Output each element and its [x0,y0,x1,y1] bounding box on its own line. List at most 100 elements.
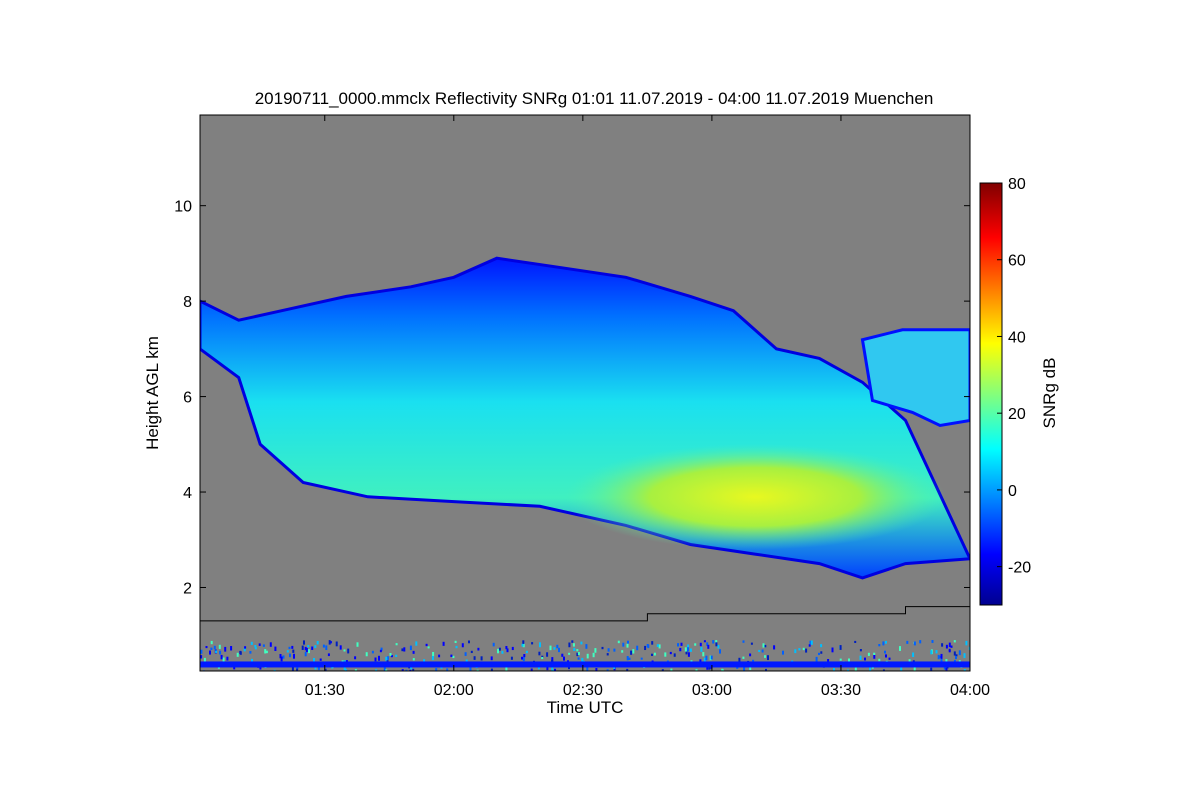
clutter-pixel [677,643,680,646]
clutter-pixel [539,642,541,648]
clutter-pixel [878,644,881,647]
clutter-pixel [480,656,483,661]
clutter-pixel [607,648,610,652]
clutter-pixel [680,642,683,646]
clutter-pixel [721,669,724,671]
clutter-pixel [940,658,943,662]
clutter-pixel [802,647,805,651]
clutter-pixel [694,643,697,646]
clutter-pixel [621,650,624,653]
clutter-pixel [935,650,938,654]
clutter-pixel [511,646,514,651]
clutter-pixel [395,654,398,657]
clutter-pixel [305,648,308,653]
clutter-pixel [888,657,891,660]
clutter-pixel [869,667,872,671]
clutter-pixel [885,654,887,658]
clutter-pixel [423,659,426,663]
clutter-pixel [749,653,752,657]
clutter-pixel [265,650,268,654]
clutter-pixel [912,652,915,657]
clutter-pixel [715,640,718,643]
clutter-pixel [878,658,881,662]
clutter-pixel [820,644,823,648]
clutter-pixel [930,650,933,655]
clutter-pixel [262,644,265,647]
cloud-core [564,443,946,550]
clutter-pixel [403,647,406,652]
clutter-pixel [203,657,206,663]
clutter-pixel [303,640,305,645]
clutter-pixel [551,667,554,671]
clutter-pixel [930,667,933,671]
clutter-pixel [679,647,682,652]
x-tick-label: 02:00 [434,682,474,699]
clutter-pixel [209,650,211,655]
clutter-pixel [953,651,956,656]
clutter-pixel [950,645,953,648]
clutter-pixel [279,654,282,659]
clutter-pixel [409,669,412,671]
clutter-pixel [859,655,862,660]
clutter-pixel [378,655,380,661]
clutter-pixel [580,641,583,645]
clutter-pixel [538,651,541,656]
colorbar [979,182,1003,606]
clutter-pixel [492,642,495,647]
clutter-pixel [291,666,294,671]
clutter-pixel [254,645,257,648]
clutter-pixel [438,654,441,658]
plot-frame [199,114,971,672]
clutter-pixel [230,646,233,651]
clutter-pixel [525,650,528,654]
clutter-pixel [465,659,468,662]
clutter-pixel [940,653,943,659]
clutter-pixel [568,652,571,655]
clutter-pixel [687,644,690,650]
clutter-pixel [218,644,221,649]
clutter-pixel [595,668,598,671]
clutter-pixel [669,651,672,655]
clutter-pixel [884,650,886,654]
clutter-pixel [558,647,560,653]
clutter-pixel [213,645,216,650]
clutter-pixel [677,644,679,647]
clutter-pixel [764,644,767,648]
clutter-pixel [522,657,525,662]
clutter-pixel [653,652,656,656]
clutter-pixel [292,649,295,653]
clutter-pixel [945,659,948,663]
clutter-pixel [210,640,213,645]
clutter-pixel [884,640,887,644]
clutter-pixel [664,652,667,657]
clutter-pixel [815,656,818,662]
clutter-pixel [450,654,453,657]
clutter-pixel [687,652,690,657]
x-axis: 01:30 02:00 02:30 03:00 03:30 04:00 [305,115,990,699]
clutter-pixel [670,668,673,671]
clutter-pixel [224,646,227,652]
clutter-pixel [899,646,901,651]
clutter-pixel [627,640,629,644]
clutter-pixel [963,653,966,659]
clutter-pixel [490,656,493,661]
clutter-pixel [541,657,544,660]
clutter-pixel [706,667,709,670]
clutter-pixel [606,669,609,671]
clutter-pixel [617,640,620,644]
clutter-pixel [210,647,213,650]
clutter-pixel [573,647,576,652]
clutter-pixel [794,649,797,654]
clutter-pixel [274,646,277,651]
clutter-pixel [243,647,246,652]
clutter-pixel [658,644,661,649]
clutter-pixel [383,667,386,671]
x-tick-label: 04:00 [950,682,990,699]
clutter-pixel [628,657,631,660]
clutter-pixel [446,668,449,671]
clutter-pixel [304,646,307,651]
colorbar-tick-label: 20 [1008,406,1026,423]
clutter-pixel [762,643,765,648]
clutter-pixel [839,658,842,661]
clutter-pixel [435,668,438,671]
